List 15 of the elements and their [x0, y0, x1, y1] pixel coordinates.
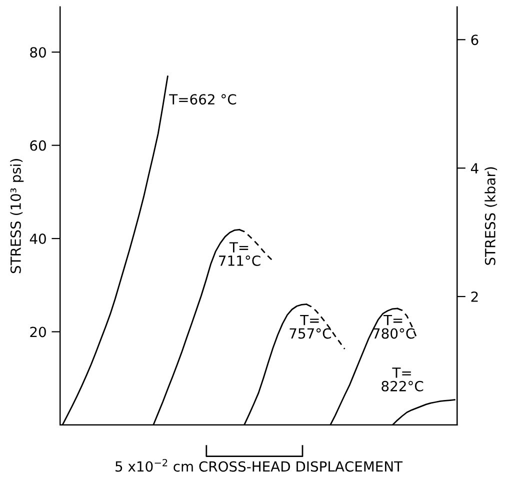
annotation: T= 822°C: [382, 368, 424, 392]
annotation: T= 780°C: [373, 314, 414, 339]
y-tick-label: 40: [30, 234, 46, 244]
y2-tick-label: 6: [471, 34, 478, 46]
annotation: T= 711°C: [219, 242, 260, 266]
y-axis-title: STRESS (10³ psi): [10, 159, 24, 274]
y-tick-label: 20: [30, 326, 46, 338]
annotation: T= 757°C: [290, 314, 332, 339]
y2-axis-title: STRESS (kbar): [484, 167, 498, 265]
y2-tick-label: 2: [471, 291, 478, 302]
y-tick-label: 60: [30, 140, 46, 151]
annotation: T=662 °C: [169, 94, 236, 105]
y2-tick-label: 4: [470, 163, 478, 174]
y-tick-label: 80: [30, 47, 46, 58]
x-axis-title: 5 x10$^{−2}$ cm CROSS-HEAD DISPLACEMENT: [116, 458, 403, 472]
